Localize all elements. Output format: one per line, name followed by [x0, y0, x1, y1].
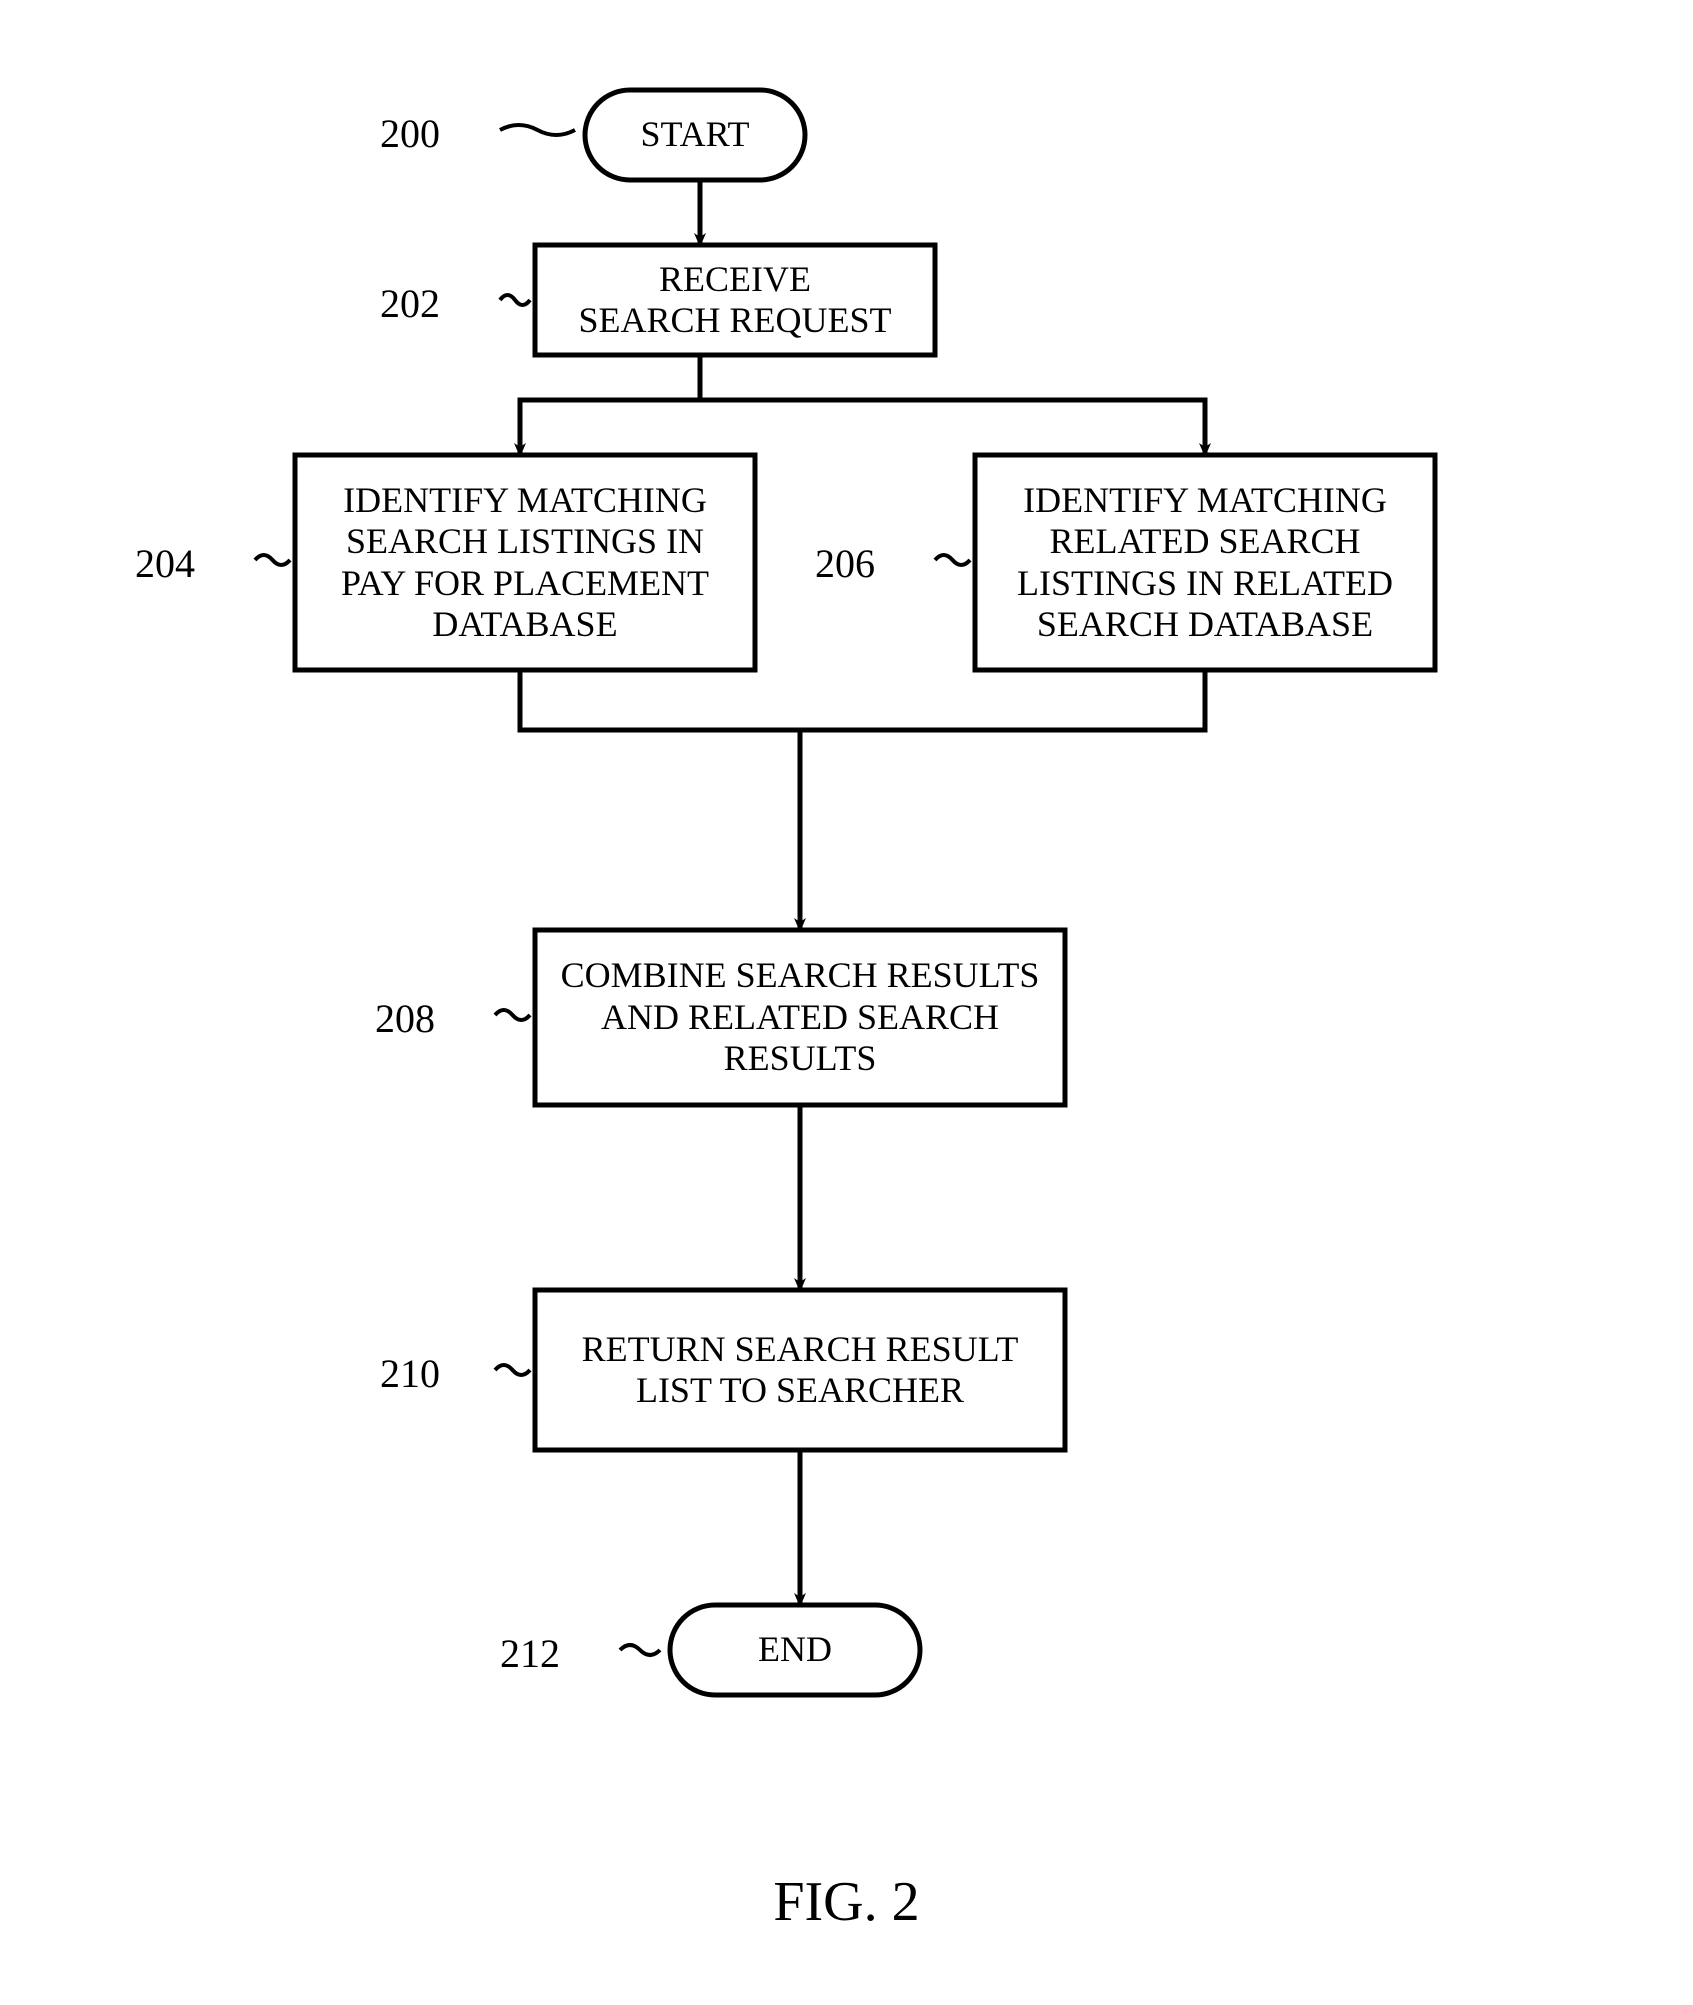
label-combine: COMBINE SEARCH RESULTS AND RELATED SEARC… — [535, 930, 1065, 1105]
label-idpay: IDENTIFY MATCHING SEARCH LISTINGS IN PAY… — [295, 455, 755, 670]
ref-start: 200 — [340, 110, 440, 157]
ref-idpay: 204 — [95, 540, 195, 587]
ref-idrel: 206 — [775, 540, 875, 587]
label-end: END — [670, 1605, 920, 1695]
ref-end: 212 — [460, 1630, 560, 1677]
ref-return: 210 — [340, 1350, 440, 1397]
label-start: START — [585, 90, 805, 180]
ref-combine: 208 — [335, 995, 435, 1042]
label-receive: RECEIVE SEARCH REQUEST — [535, 245, 935, 355]
ref-receive: 202 — [340, 280, 440, 327]
label-return: RETURN SEARCH RESULT LIST TO SEARCHER — [535, 1290, 1065, 1450]
figure-caption: FIG. 2 — [0, 1870, 1693, 1934]
label-idrel: IDENTIFY MATCHING RELATED SEARCH LISTING… — [975, 455, 1435, 670]
